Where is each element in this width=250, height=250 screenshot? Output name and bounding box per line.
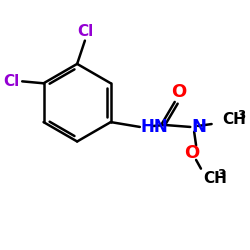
Text: 3: 3: [237, 109, 245, 122]
Text: Cl: Cl: [78, 24, 94, 39]
Text: CH: CH: [203, 171, 227, 186]
Text: CH: CH: [222, 112, 246, 127]
Text: 3: 3: [218, 168, 226, 181]
Text: O: O: [171, 83, 186, 101]
Text: HN: HN: [141, 118, 169, 136]
Text: O: O: [184, 144, 200, 162]
Text: Cl: Cl: [3, 74, 19, 89]
Text: N: N: [191, 118, 206, 136]
